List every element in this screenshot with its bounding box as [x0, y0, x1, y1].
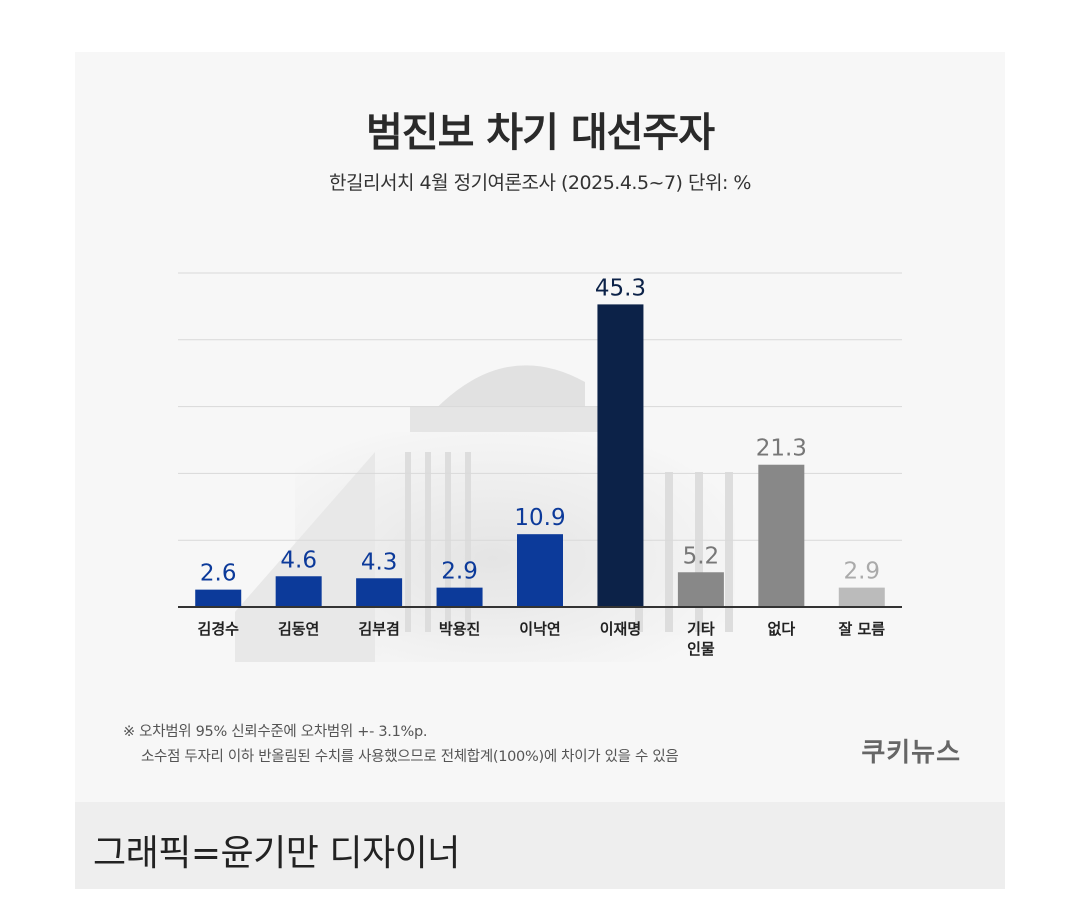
- bar-3: [356, 578, 403, 607]
- bar-9: [838, 587, 885, 607]
- value-label-7: 5.2: [683, 543, 720, 569]
- chart-card: 범진보 차기 대선주자 한길리서치 4월 정기여론조사 (2025.4.5~7)…: [75, 52, 1005, 802]
- category-label-1: 김경수: [198, 620, 240, 638]
- category-label-5: 이낙연: [519, 620, 560, 638]
- value-label-5: 10.9: [514, 505, 565, 531]
- category-label-9: 잘 모름: [838, 620, 885, 638]
- value-label-8: 21.3: [756, 436, 807, 462]
- value-label-6: 45.3: [595, 275, 646, 301]
- value-label-4: 2.9: [441, 559, 478, 585]
- value-label-1: 2.6: [200, 561, 237, 587]
- bar-chart: 2.6 김경수 4.6 김동연 4.3 김부겸 2.9 박용진 10.9 이낙연 45.3 이재명 5.…: [178, 272, 902, 658]
- category-label-7: 기타: [687, 620, 715, 638]
- category-label-2: 김동연: [278, 620, 319, 638]
- value-label-3: 4.3: [361, 549, 398, 575]
- category-label-7: 인물: [687, 640, 715, 658]
- image-caption: 그래픽=윤기만 디자이너: [75, 802, 1005, 889]
- category-label-8: 없다: [768, 620, 796, 638]
- assembly-building-background: [235, 365, 735, 662]
- category-label-4: 박용진: [439, 620, 480, 638]
- bar-7: [677, 572, 724, 607]
- footnote: ※ 오차범위 95% 신뢰수준에 오차범위 +- 3.1%p. 소수점 두자리 …: [123, 720, 679, 770]
- footnote-line-2: 소수점 두자리 이하 반올림된 수치를 사용했으므로 전체합계(100%)에 차…: [141, 749, 679, 765]
- footnote-line-1: ※ 오차범위 95% 신뢰수준에 오차범위 +- 3.1%p.: [123, 724, 428, 740]
- category-label-3: 김부겸: [358, 620, 399, 638]
- bar-4: [436, 587, 483, 607]
- bar-5: [517, 534, 563, 607]
- value-label-2: 4.6: [280, 547, 317, 573]
- kukinews-logo: 쿠키뉴스: [861, 738, 961, 768]
- bar-2: [275, 576, 322, 607]
- value-label-9: 2.9: [843, 559, 880, 585]
- caption-text: 그래픽=윤기만 디자이너: [93, 833, 460, 874]
- bar-1: [195, 589, 242, 607]
- category-label-6: 이재명: [600, 620, 641, 638]
- bar-8: [758, 464, 805, 607]
- chart-subtitle: 한길리서치 4월 정기여론조사 (2025.4.5~7) 단위: %: [329, 172, 751, 194]
- bar-6: [597, 304, 644, 607]
- chart-title: 범진보 차기 대선주자: [365, 110, 715, 156]
